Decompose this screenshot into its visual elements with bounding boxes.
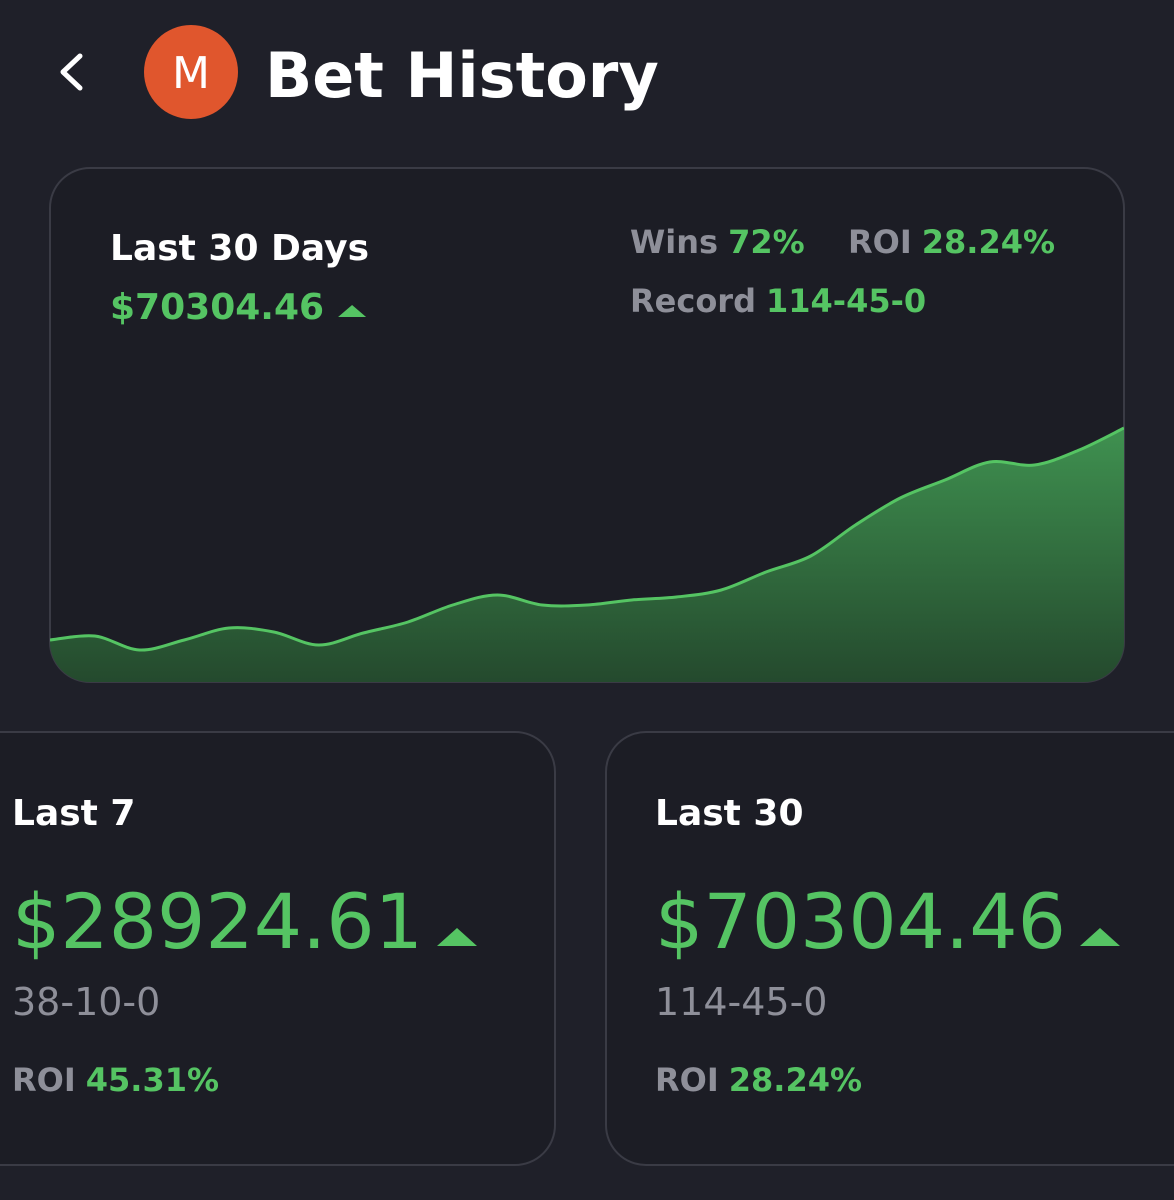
up-arrow bbox=[437, 928, 477, 946]
card-title: Last 30 bbox=[655, 793, 804, 834]
avatar[interactable] bbox=[144, 25, 238, 119]
record-stat: Record 114-45-0 bbox=[630, 282, 926, 320]
roi-stat: ROI 28.24% bbox=[848, 223, 1055, 261]
roi-value: 28.24% bbox=[922, 223, 1055, 261]
back-button[interactable] bbox=[60, 53, 83, 91]
card-record: 38-10-0 bbox=[12, 980, 160, 1024]
roi-label: ROI bbox=[655, 1061, 719, 1099]
stat-card[interactable]: Last 30 $70304.46 114-45-0 ROI 28.24% bbox=[605, 731, 1174, 1166]
card-frame bbox=[605, 731, 1174, 1166]
record-value: 114-45-0 bbox=[766, 282, 926, 320]
page-title: Bet History bbox=[265, 39, 659, 112]
roi-value: 28.24% bbox=[729, 1061, 862, 1099]
card-record: 114-45-0 bbox=[655, 980, 827, 1024]
up-arrow bbox=[1080, 928, 1120, 946]
avatar-letter: M bbox=[172, 48, 210, 99]
roi-label: ROI bbox=[12, 1061, 76, 1099]
roi-label: ROI bbox=[848, 223, 912, 261]
card-amount: $70304.46 bbox=[655, 877, 1066, 966]
wins-label: Wins bbox=[630, 223, 718, 261]
summary-title: Last 30 Days bbox=[110, 228, 369, 269]
card-roi: ROI 28.24% bbox=[655, 1061, 862, 1099]
summary-card[interactable]: Last 30 Days $70304.46 Wins 72% ROI 28.24%… bbox=[49, 167, 1125, 684]
record-label: Record bbox=[630, 282, 756, 320]
roi-value: 45.31% bbox=[86, 1061, 219, 1099]
summary-amount: $70304.46 bbox=[110, 287, 324, 328]
wins-value: 72% bbox=[728, 223, 805, 261]
line bbox=[50, 426, 1124, 652]
chart bbox=[50, 426, 1124, 682]
stat-card[interactable]: Last 7 $28924.61 38-10-0 ROI 45.31% bbox=[0, 731, 556, 1166]
card-frame bbox=[0, 731, 556, 1166]
card-amount: $28924.61 bbox=[12, 877, 423, 966]
card-title: Last 7 bbox=[12, 793, 135, 834]
card-roi: ROI 45.31% bbox=[12, 1061, 219, 1099]
wins-stat: Wins 72% bbox=[630, 223, 805, 261]
area bbox=[50, 428, 1124, 682]
up-arrow bbox=[338, 305, 367, 317]
